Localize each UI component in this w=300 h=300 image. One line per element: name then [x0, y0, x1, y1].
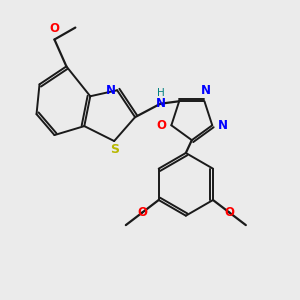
Text: N: N: [155, 97, 166, 110]
Text: S: S: [110, 143, 119, 156]
Text: N: N: [201, 84, 211, 97]
Text: H: H: [157, 88, 164, 98]
Text: N: N: [106, 84, 116, 97]
Text: N: N: [218, 119, 228, 132]
Text: O: O: [156, 119, 166, 132]
Text: O: O: [50, 22, 59, 35]
Text: O: O: [224, 206, 234, 219]
Text: O: O: [137, 206, 147, 219]
